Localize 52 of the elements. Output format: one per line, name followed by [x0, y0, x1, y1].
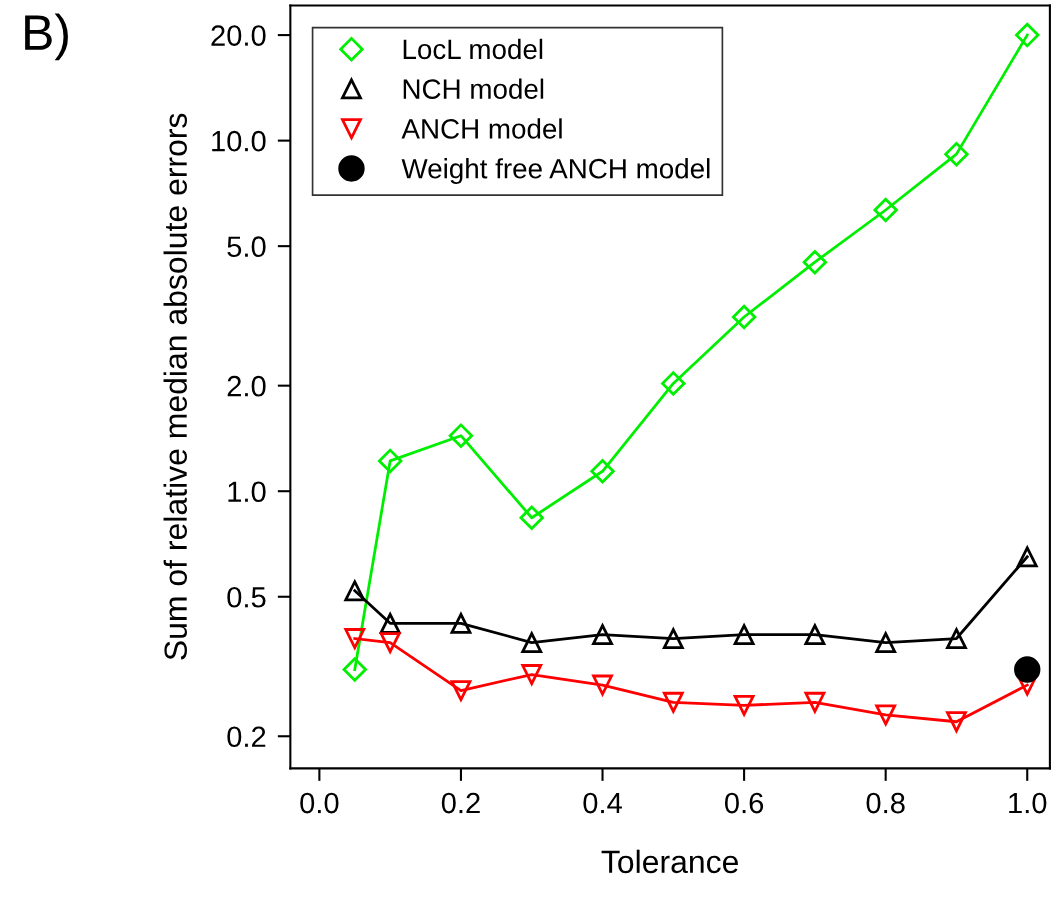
point — [521, 664, 543, 685]
y-axis-title: Sum of relative median absolute errors — [163, 113, 187, 660]
point — [590, 459, 615, 484]
y-tick-label: 1.0 — [228, 481, 266, 503]
point — [1015, 22, 1040, 48]
point — [661, 371, 686, 396]
point — [731, 304, 757, 330]
point — [344, 628, 366, 649]
point — [1014, 656, 1041, 683]
point — [875, 704, 897, 726]
legend-label: Weight free ANCH model — [401, 158, 710, 185]
point — [342, 657, 367, 682]
point — [450, 612, 472, 634]
point — [946, 628, 967, 649]
x-axis-title: Tolerance — [601, 849, 738, 874]
point — [377, 448, 403, 474]
point — [591, 674, 614, 698]
x-tick-label: 0.0 — [300, 792, 339, 814]
text: B) — [25, 13, 68, 61]
point — [344, 580, 366, 602]
point — [875, 632, 897, 654]
point — [379, 632, 401, 654]
point — [946, 711, 967, 733]
y-tick-label: 10.0 — [212, 130, 266, 152]
point — [944, 141, 969, 167]
y-tick-label: 20.0 — [211, 25, 266, 46]
y-tick-label: 2.0 — [227, 375, 266, 397]
legend-label: NCH model — [403, 78, 544, 99]
point — [662, 628, 684, 649]
point — [521, 632, 543, 654]
point — [448, 423, 474, 448]
y-tick-label: 0.2 — [227, 726, 266, 748]
point — [804, 691, 826, 713]
legend-label: ANCH model — [401, 118, 562, 139]
point — [519, 505, 544, 530]
point — [802, 250, 828, 275]
x-tick-label: 1.0 — [1009, 792, 1047, 814]
point — [733, 694, 755, 716]
point — [662, 691, 684, 713]
point — [450, 680, 472, 701]
y-tick-label: 5.0 — [227, 236, 266, 258]
point — [592, 624, 613, 645]
point — [1016, 546, 1038, 568]
x-tick-label: 0.6 — [724, 792, 764, 814]
point — [804, 624, 826, 645]
point — [873, 197, 898, 223]
x-tick-label: 0.2 — [441, 792, 480, 814]
point — [733, 624, 755, 645]
y-tick-label: 0.5 — [227, 586, 266, 608]
x-tick-label: 0.4 — [583, 792, 622, 814]
legend-label: LocL model — [403, 38, 543, 60]
x-tick-label: 0.8 — [866, 792, 905, 814]
